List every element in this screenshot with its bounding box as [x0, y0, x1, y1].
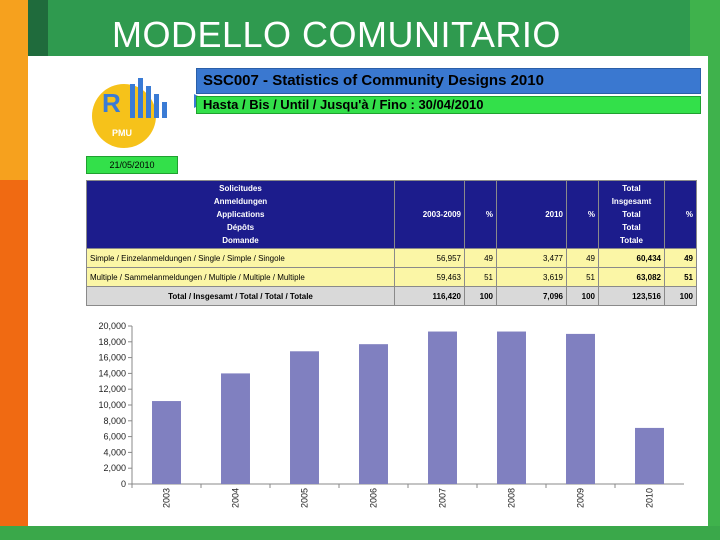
cell-pct: 100: [464, 286, 497, 306]
cell-value: 3,619: [496, 267, 567, 287]
row-label: Simple / Einzelanmeldungen / Single / Si…: [86, 248, 395, 268]
bar: [152, 401, 181, 484]
x-tick-label: 2010: [645, 488, 655, 508]
x-tick-label: 2003: [162, 488, 172, 508]
bar: [566, 333, 595, 484]
content-panel: R PMU SSC007 - Statistics of Community D…: [28, 56, 708, 526]
bar: [635, 427, 664, 484]
row-label: Multiple / Sammelanmeldungen / Multiple …: [86, 267, 395, 287]
cell-pct: 51: [464, 267, 497, 287]
statistics-table: Solicitudes Anmeldungen Applications Dép…: [86, 180, 697, 306]
header-total: Total Insgesamt Total Total Totale: [598, 180, 665, 249]
cell-total: 63,082: [598, 267, 665, 287]
cell-value: 7,096: [496, 286, 567, 306]
cell-pct: 100: [664, 286, 697, 306]
bar: [290, 351, 319, 484]
accent-stripe-orange-light: [0, 0, 28, 180]
cell-value: 56,957: [394, 248, 465, 268]
y-tick-label: 14,000: [98, 368, 126, 378]
cell-pct: 49: [566, 248, 599, 268]
report-title-banner: SSC007 - Statistics of Community Designs…: [196, 68, 701, 94]
cell-total: 60,434: [598, 248, 665, 268]
header-2010: 2010: [496, 180, 567, 249]
bar-chart: 0 2,000 4,000 6,000 8,000 10,000 12,000 14,000 1…: [98, 321, 684, 508]
logo-letter: R: [102, 88, 121, 118]
table-total-row: Total / Insgesamt / Total / Total / Tota…: [86, 286, 697, 306]
x-tick-label: 2004: [231, 488, 241, 508]
cell-value: 59,463: [394, 267, 465, 287]
x-tick-label: 2005: [300, 488, 310, 508]
y-tick-label: 20,000: [98, 321, 126, 331]
report-until-banner: Hasta / Bis / Until / Jusqu'à / Fino : 3…: [196, 96, 701, 114]
x-tick-label: 2009: [576, 488, 586, 508]
header-pct-1: %: [464, 180, 497, 249]
x-tick-label: 2007: [438, 488, 448, 508]
bar: [221, 373, 250, 484]
y-tick-label: 18,000: [98, 337, 126, 347]
header-applications: Solicitudes Anmeldungen Applications Dép…: [86, 180, 395, 249]
y-tick-label: 4,000: [103, 447, 126, 457]
logo-text: PMU: [112, 128, 132, 138]
bottom-bar: [0, 526, 720, 540]
total-label: Total / Insgesamt / Total / Total / Tota…: [86, 286, 395, 306]
y-tick-label: 8,000: [103, 416, 126, 426]
table-row: Multiple / Sammelanmeldungen / Multiple …: [86, 267, 697, 287]
bar: [359, 344, 388, 484]
x-tick-label: 2008: [507, 488, 517, 508]
y-tick-label: 6,000: [103, 432, 126, 442]
cell-pct: 51: [566, 267, 599, 287]
cell-value: 116,420: [394, 286, 465, 306]
accent-stripe-orange: [0, 180, 28, 540]
y-tick-label: 0: [121, 479, 126, 489]
x-tick-label: 2006: [369, 488, 379, 508]
bar: [428, 331, 457, 484]
y-tick-label: 12,000: [98, 384, 126, 394]
cell-pct: 100: [566, 286, 599, 306]
cell-pct: 49: [464, 248, 497, 268]
table-row: Simple / Einzelanmeldungen / Single / Si…: [86, 248, 697, 268]
header-2003-2009: 2003-2009: [394, 180, 465, 249]
slide-title: MODELLO COMUNITARIO: [112, 14, 561, 55]
bar: [497, 331, 526, 484]
report-date: 21/05/2010: [86, 156, 178, 174]
y-tick-label: 10,000: [98, 400, 126, 410]
cell-pct: 51: [664, 267, 697, 287]
y-tick-label: 16,000: [98, 353, 126, 363]
header-pct-3: %: [664, 180, 697, 249]
cell-value: 3,477: [496, 248, 567, 268]
y-tick-label: 2,000: [103, 463, 126, 473]
header-pct-2: %: [566, 180, 599, 249]
table-header-row: Solicitudes Anmeldungen Applications Dép…: [86, 180, 697, 249]
cell-pct: 49: [664, 248, 697, 268]
cell-total: 123,516: [598, 286, 665, 306]
